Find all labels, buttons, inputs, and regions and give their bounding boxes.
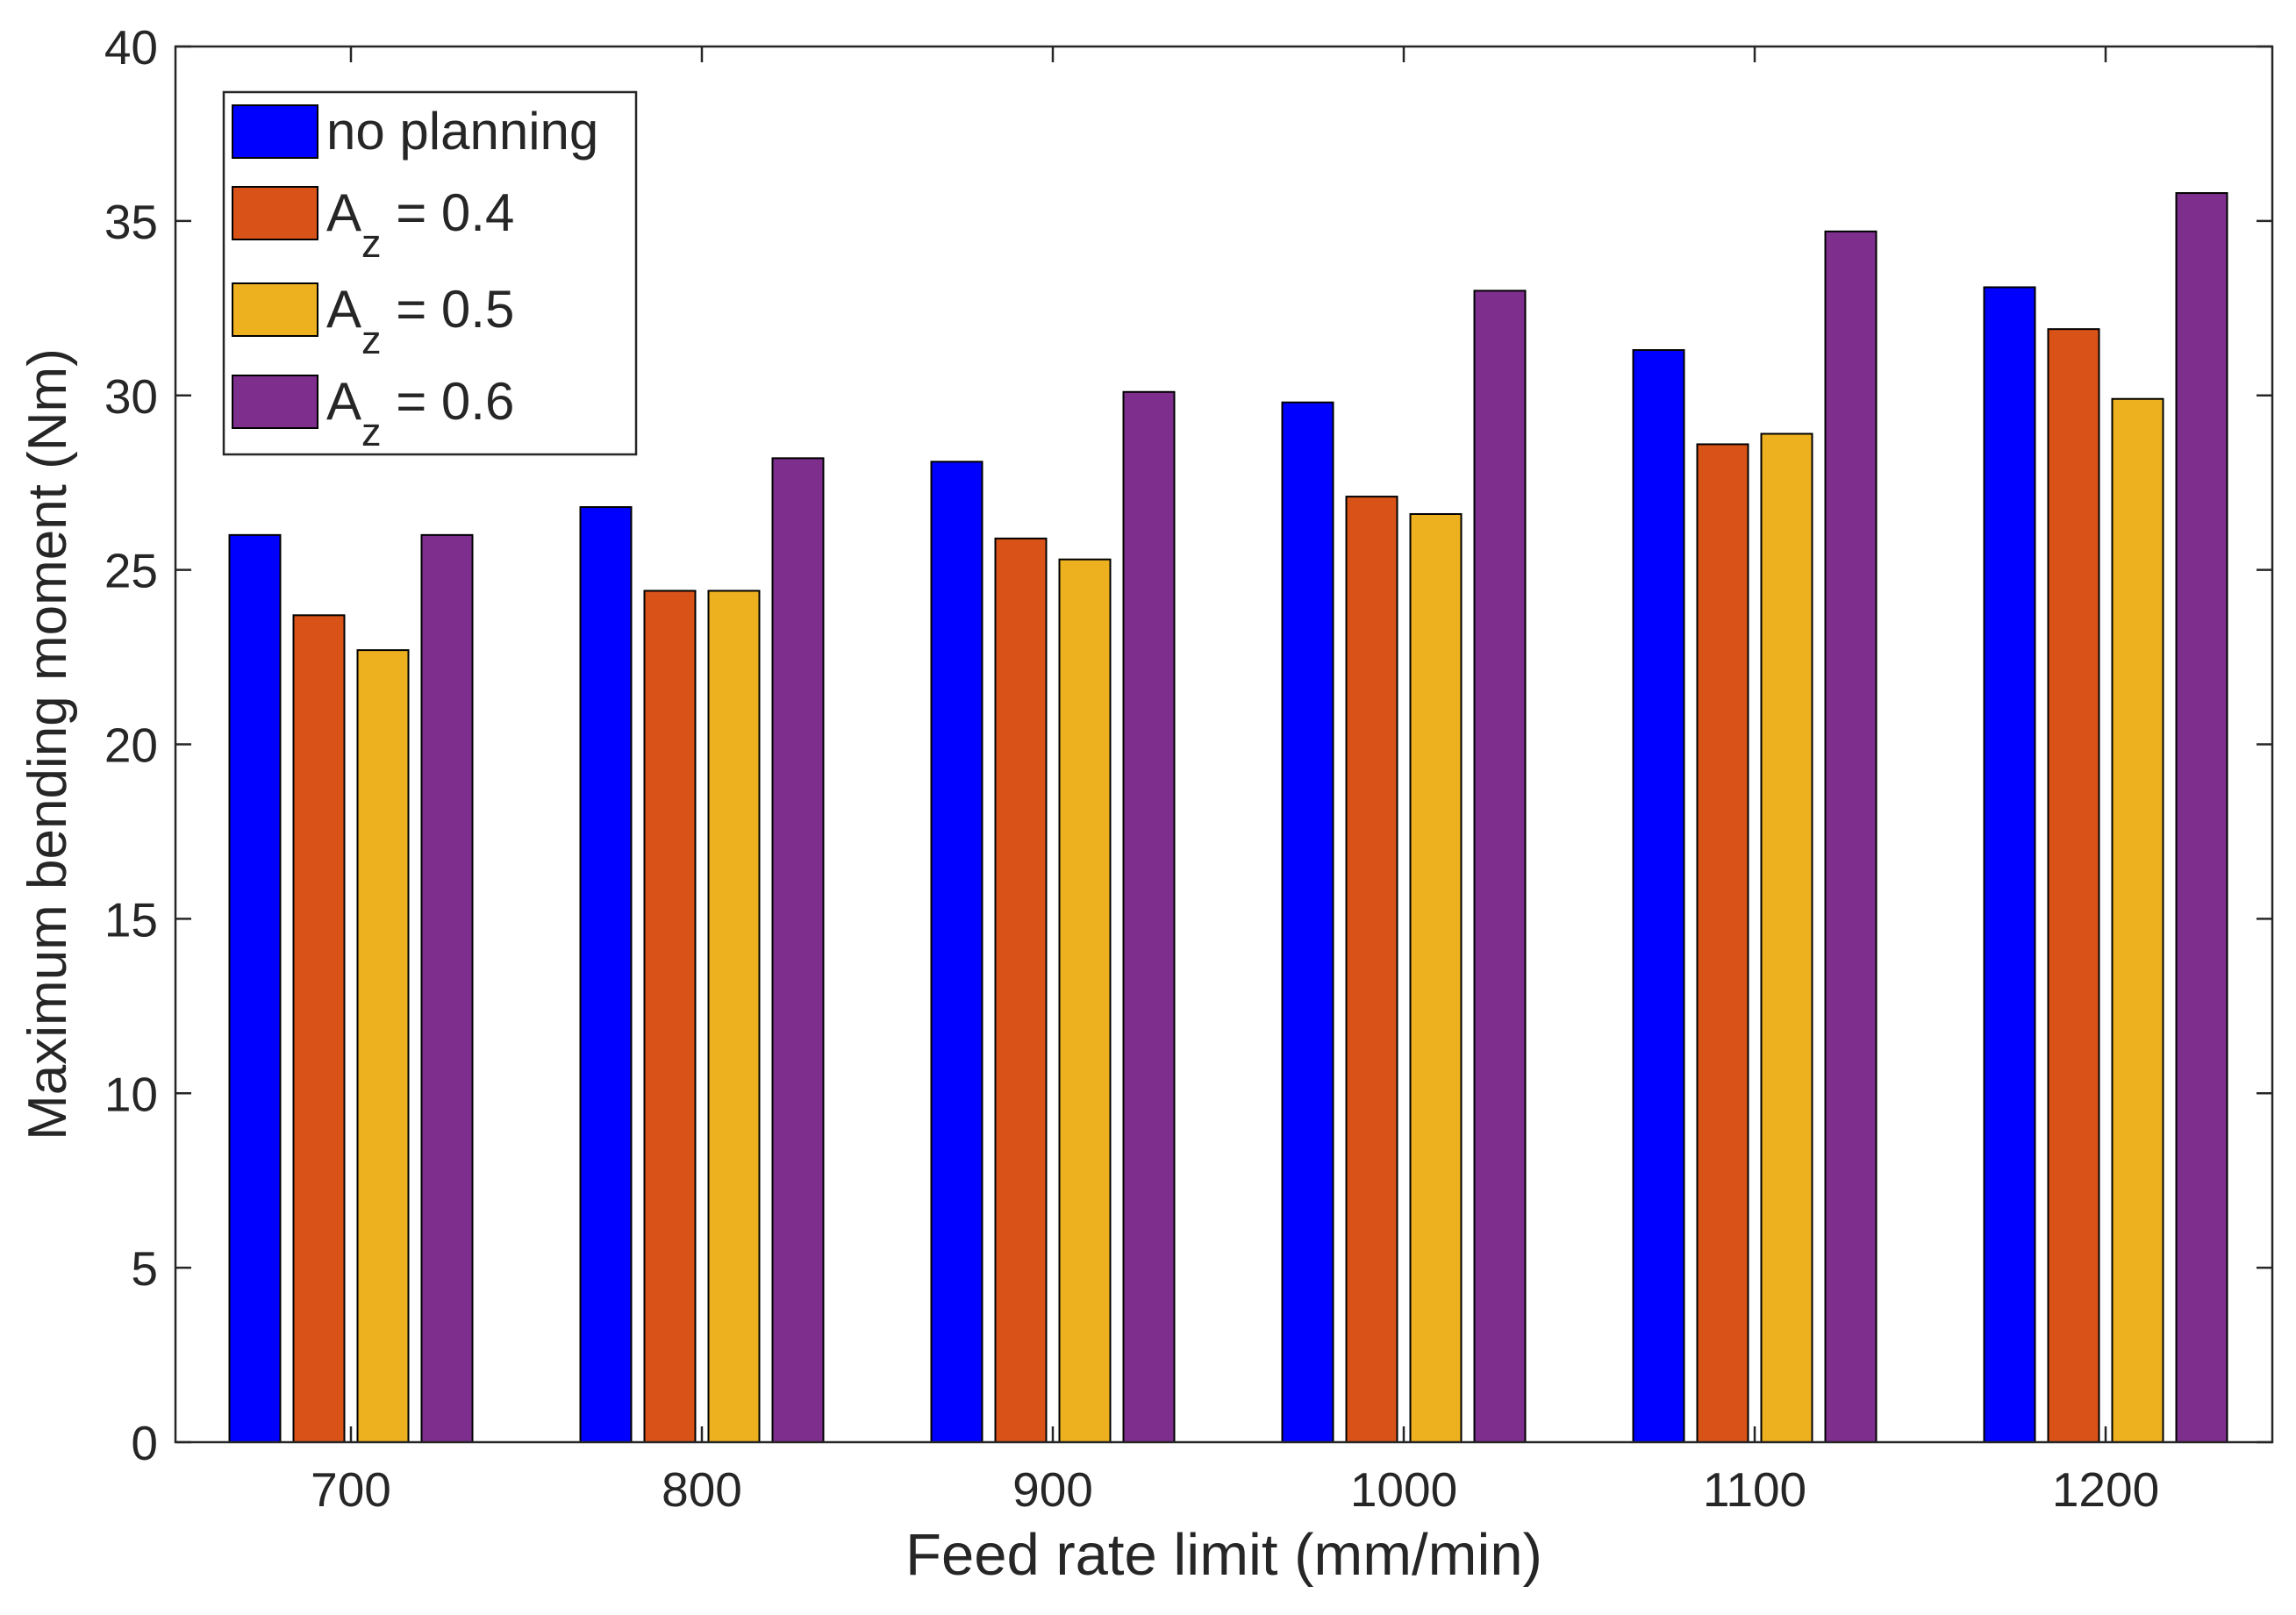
y-tick-label: 40	[104, 20, 158, 75]
bar-700-series-3	[420, 533, 474, 1443]
bar-1200-series-0	[1983, 286, 2036, 1443]
y-tick-label: 0	[131, 1416, 158, 1470]
bar-1200-series-1	[2047, 328, 2100, 1443]
bar-700-series-0	[228, 533, 282, 1443]
y-tick-label: 30	[104, 369, 158, 424]
bar-1100-series-3	[1824, 230, 1878, 1443]
legend-label-1: Az = 0.4	[326, 183, 514, 266]
y-tick-label: 5	[131, 1241, 158, 1296]
legend-swatch-1	[232, 186, 318, 240]
x-tick-label: 1100	[1703, 1462, 1806, 1517]
bar-800-series-3	[771, 457, 825, 1443]
bar-1200-series-3	[2175, 192, 2228, 1443]
bar-1000-series-2	[1409, 512, 1463, 1443]
x-tick-label: 700	[311, 1462, 391, 1517]
bar-900-series-3	[1122, 390, 1176, 1444]
x-tick-label: 800	[662, 1462, 742, 1517]
y-tick-label: 10	[104, 1067, 158, 1121]
bar-800-series-0	[579, 506, 633, 1443]
bar-700-series-1	[292, 614, 346, 1443]
y-axis-label: Maximum bending moment (Nm)	[18, 348, 78, 1140]
bar-800-series-2	[707, 590, 761, 1443]
x-axis-label: Feed rate limit (mm/min)	[905, 1522, 1542, 1588]
x-tick-label: 900	[1012, 1462, 1093, 1517]
x-tick-label: 1000	[1350, 1462, 1457, 1517]
bar-1000-series-1	[1345, 496, 1398, 1443]
legend-label-2: Az = 0.5	[326, 280, 514, 362]
bar-1000-series-3	[1473, 289, 1527, 1443]
y-tick-label: 35	[104, 195, 158, 249]
x-tick-label: 1200	[2052, 1462, 2159, 1517]
y-tick-label: 15	[104, 892, 158, 947]
bar-1100-series-0	[1632, 349, 1685, 1444]
bar-900-series-1	[994, 537, 1048, 1443]
legend-swatch-2	[232, 282, 318, 337]
bar-700-series-2	[356, 649, 410, 1443]
y-tick-label: 25	[104, 544, 158, 598]
y-tick-label: 20	[104, 718, 158, 773]
bar-1100-series-1	[1696, 443, 1749, 1443]
bar-900-series-2	[1058, 558, 1112, 1443]
legend-swatch-0	[232, 104, 318, 159]
bar-900-series-0	[930, 461, 983, 1443]
bar-1100-series-2	[1760, 432, 1813, 1444]
legend-label-3: Az = 0.6	[326, 372, 514, 454]
bar-1200-series-2	[2111, 397, 2164, 1443]
bar-800-series-1	[643, 590, 697, 1443]
legend-swatch-3	[232, 375, 318, 429]
bar-1000-series-0	[1281, 401, 1334, 1444]
legend-label-0: no planning	[326, 102, 598, 161]
legend: no planning Az = 0.4 Az = 0.5 Az = 0.6	[222, 90, 638, 456]
